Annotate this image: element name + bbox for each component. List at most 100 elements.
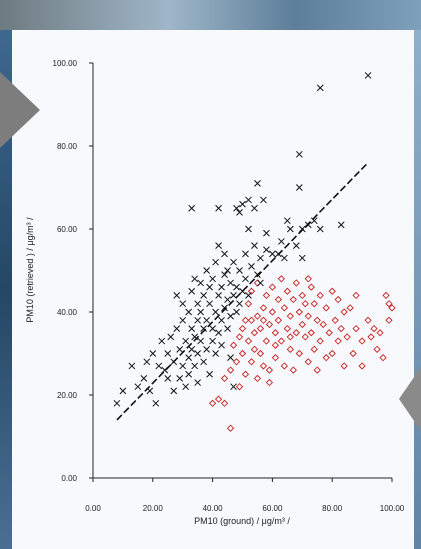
black-cross-point [224, 267, 231, 274]
black-cross-point [206, 300, 213, 308]
red-diamond-point [346, 304, 354, 312]
red-diamond-point [313, 316, 321, 324]
black-cross-point [218, 341, 225, 349]
black-cross-point [298, 254, 306, 262]
black-cross-point [191, 333, 199, 341]
black-cross-point [185, 370, 193, 378]
red-diamond-point [295, 349, 303, 358]
background-top-strip [0, 0, 421, 30]
black-cross-point [212, 258, 219, 266]
red-diamond-point [286, 312, 294, 320]
black-cross-point [188, 345, 196, 353]
black-cross-point [203, 316, 210, 324]
black-cross-point [176, 345, 184, 353]
black-cross-point [236, 300, 243, 308]
red-diamond-point [235, 383, 244, 391]
red-diamond-point [319, 320, 327, 329]
black-cross-point [191, 362, 199, 370]
black-cross-point [233, 204, 240, 212]
black-cross-point [179, 300, 187, 308]
axis-ticks: 0.00 20.00 40.00 60.00 80.00 100.00 0.00 20.00 4… [53, 59, 405, 513]
black-cross-point [191, 275, 199, 283]
black-cross-point [173, 292, 181, 299]
red-diamond-point [295, 308, 303, 316]
black-cross-point [212, 350, 219, 357]
black-cross-point [188, 287, 196, 295]
red-diamond-point [247, 287, 256, 295]
red-diamond-point [220, 374, 229, 383]
red-diamond-point [250, 345, 259, 353]
black-cross-point [143, 358, 151, 366]
black-cross-point [242, 250, 249, 258]
black-cross-point [364, 72, 372, 79]
black-cross-point [215, 204, 222, 212]
red-diamond-point [313, 366, 321, 374]
chart-axes [92, 63, 392, 479]
black-cross-point [218, 316, 225, 324]
red-diamond-point [253, 312, 262, 320]
black-cross-point [179, 316, 187, 324]
red-diamond-point [277, 337, 286, 345]
black-cross-point [203, 267, 210, 274]
black-cross-point [215, 329, 222, 337]
red-diamond-point [328, 287, 336, 295]
red-diamond-point [229, 341, 238, 349]
left-arrow-icon[interactable] [0, 72, 40, 148]
red-diamond-point [244, 337, 253, 345]
black-cross-point [140, 375, 148, 382]
red-diamond-point [265, 320, 274, 329]
black-cross-point [224, 325, 231, 332]
red-series-points [208, 275, 396, 432]
black-series-points [113, 72, 372, 407]
red-diamond-point [301, 300, 309, 308]
black-cross-point [295, 150, 303, 158]
black-cross-point [188, 325, 196, 332]
black-cross-point [164, 375, 172, 382]
black-cross-point [286, 225, 294, 233]
background-right-strip [414, 30, 421, 549]
red-diamond-point [340, 308, 348, 316]
red-diamond-point [271, 341, 280, 349]
red-diamond-point [286, 345, 294, 353]
black-cross-point [215, 242, 222, 249]
black-cross-point [209, 325, 216, 332]
black-cross-point [119, 387, 127, 395]
black-cross-point [200, 358, 207, 366]
black-cross-point [206, 283, 213, 291]
black-cross-point [173, 325, 181, 332]
black-cross-point [152, 399, 160, 407]
red-diamond-point [220, 399, 229, 407]
red-diamond-point [334, 337, 342, 345]
black-cross-point [257, 279, 264, 287]
red-diamond-point [256, 349, 265, 358]
red-diamond-point [235, 333, 244, 341]
red-diamond-point [265, 366, 274, 374]
black-cross-point [304, 221, 312, 229]
red-diamond-point [238, 324, 247, 333]
red-diamond-point [226, 424, 235, 432]
black-cross-point [295, 184, 303, 191]
red-diamond-point [232, 358, 241, 366]
red-diamond-point [352, 291, 360, 300]
black-cross-point [182, 383, 190, 391]
black-cross-point [292, 242, 300, 249]
red-diamond-point [304, 312, 312, 320]
right-arrow-icon[interactable] [399, 367, 421, 431]
black-cross-point [257, 254, 264, 262]
black-cross-point [134, 383, 142, 391]
red-diamond-point [310, 345, 318, 353]
black-cross-point [227, 354, 234, 362]
red-diamond-point [349, 349, 357, 358]
black-cross-point [197, 308, 204, 316]
red-diamond-point [298, 320, 306, 329]
black-cross-point [203, 345, 210, 353]
black-cross-point [230, 292, 237, 299]
black-cross-point [239, 200, 246, 208]
red-diamond-point [340, 362, 348, 370]
black-cross-point [236, 267, 243, 274]
red-diamond-point [385, 300, 393, 308]
y-tick-label: 100.00 [53, 59, 78, 68]
black-cross-point [224, 296, 231, 303]
red-diamond-point [343, 333, 351, 341]
